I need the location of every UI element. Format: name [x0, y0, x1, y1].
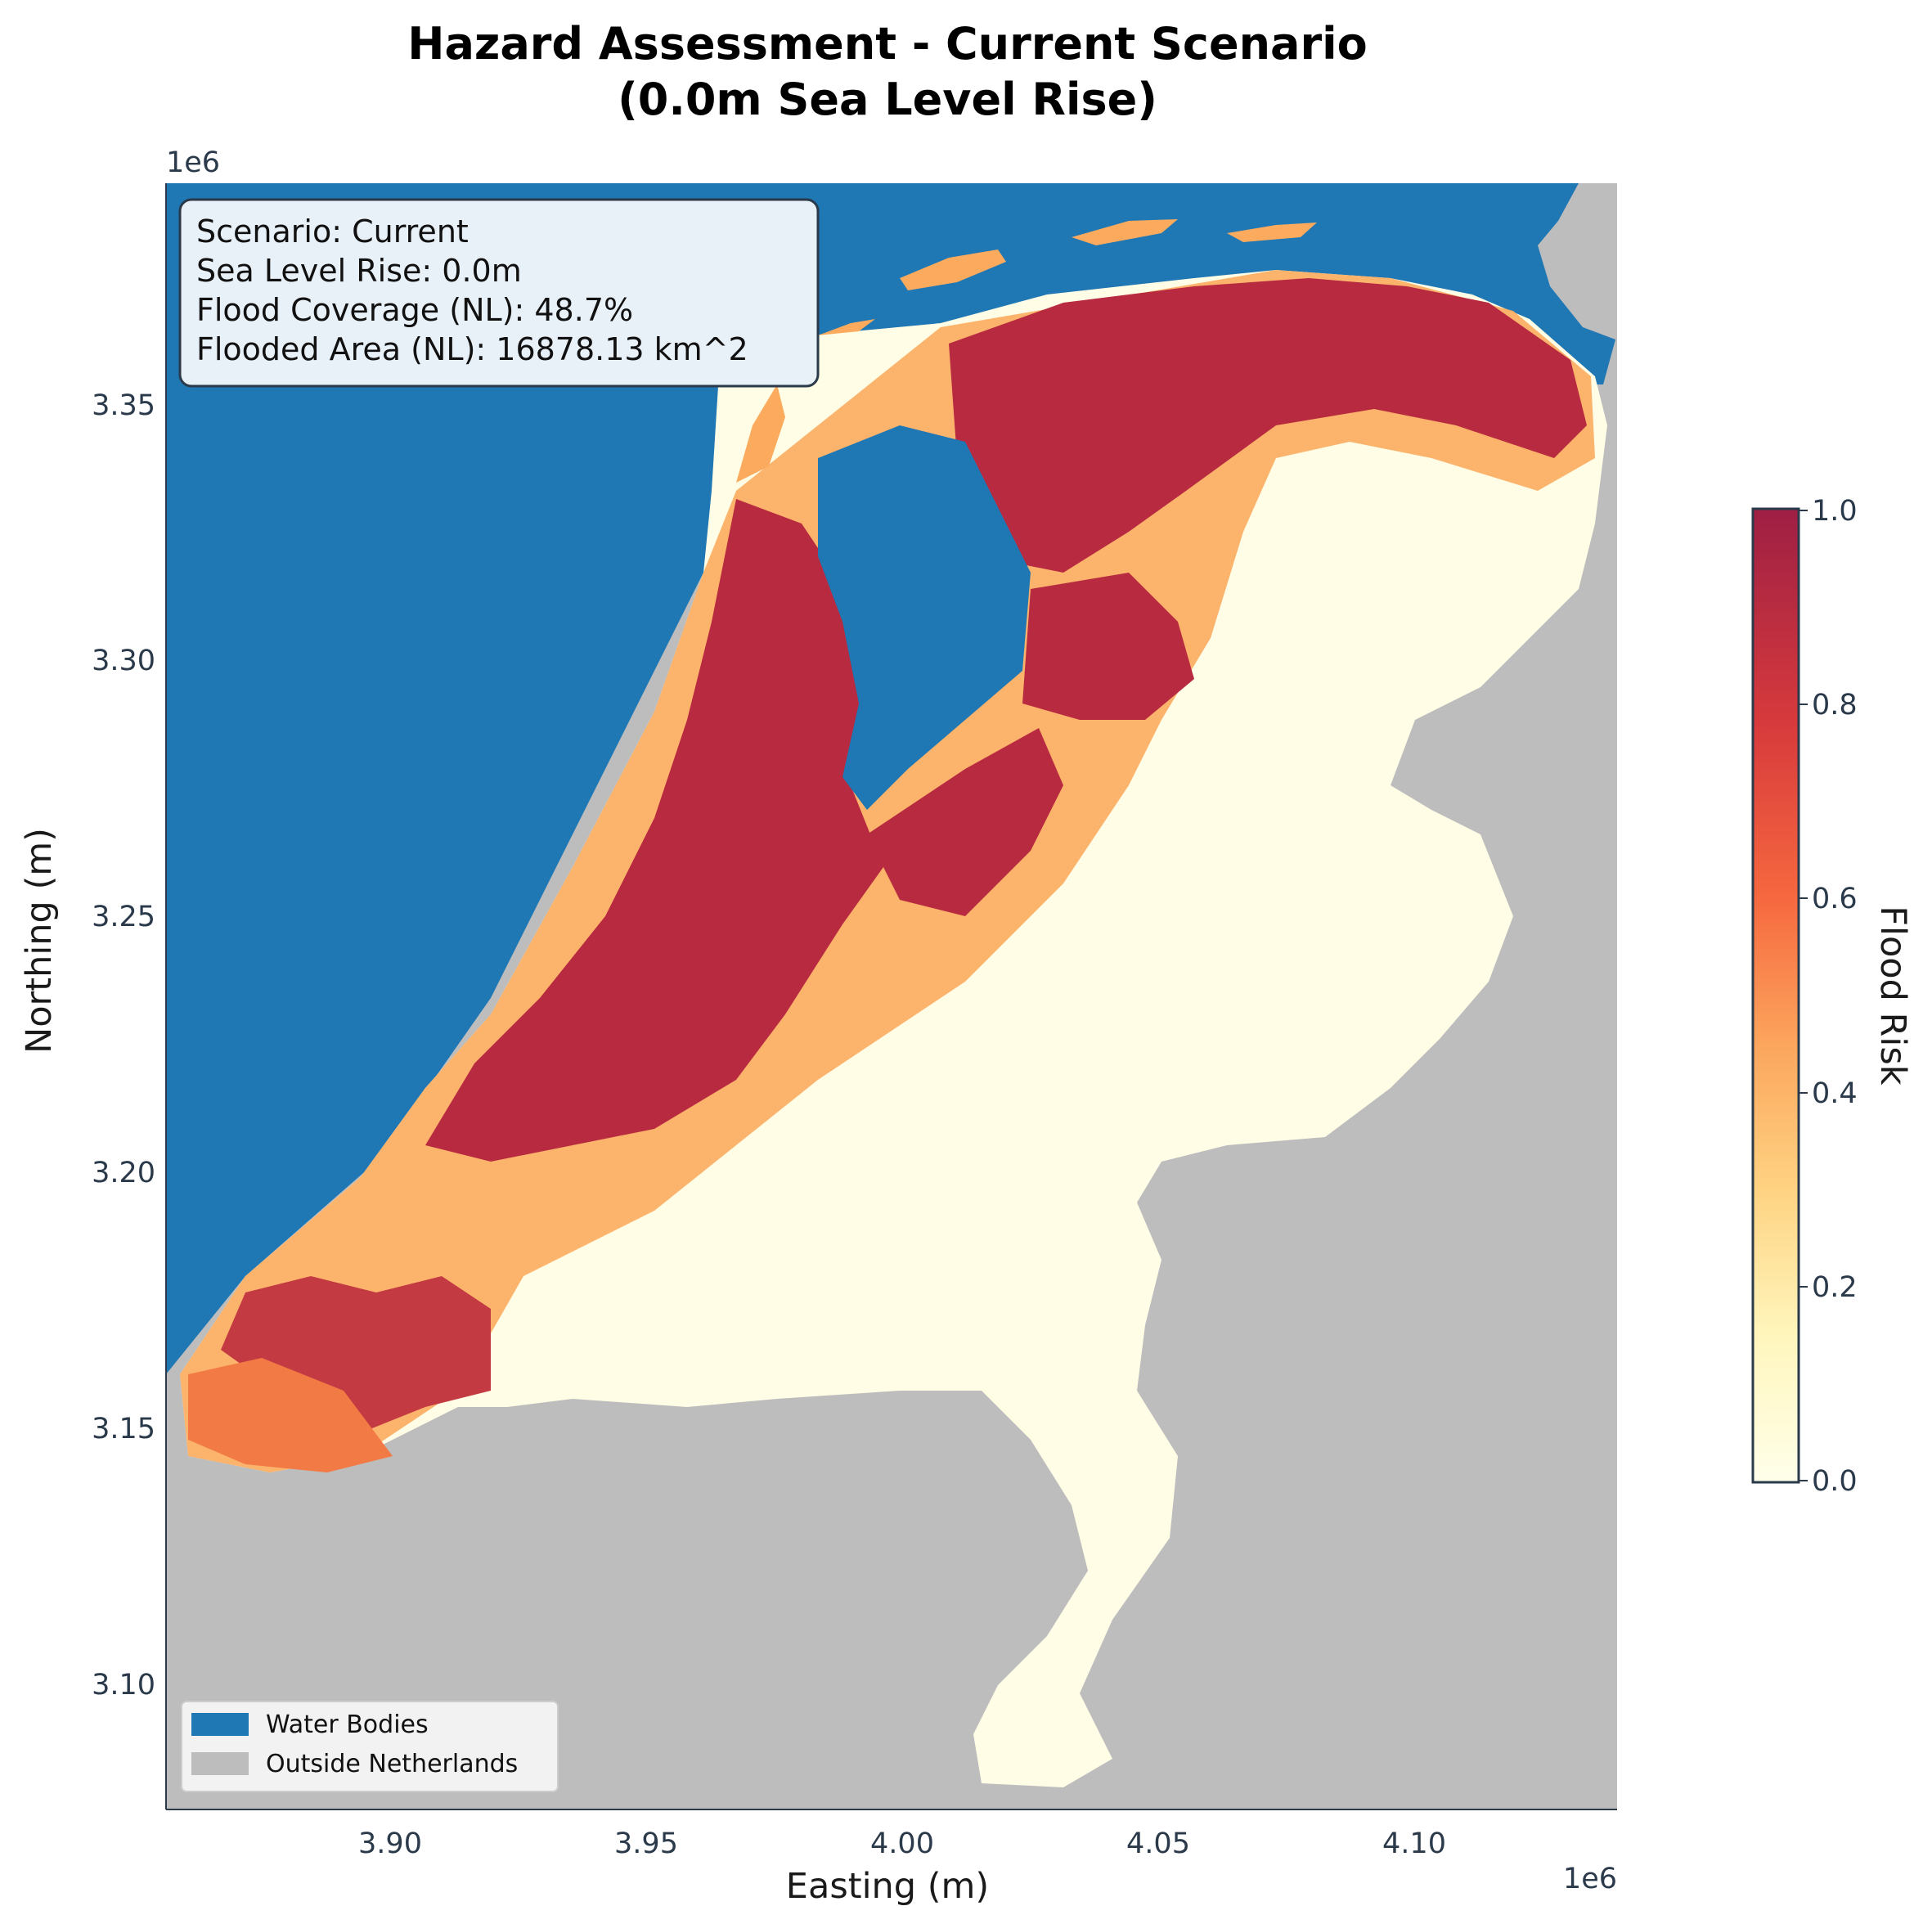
- colorbar-tick: 0.0: [1812, 1465, 1858, 1498]
- legend-swatch-outside: [191, 1752, 249, 1775]
- info-area: Flooded Area (NL): 16878.13 km^2: [196, 331, 748, 367]
- map-area: [166, 183, 1617, 1809]
- x-tick-label: 4.00: [870, 1827, 934, 1860]
- chart-title-line1: Hazard Assessment - Current Scenario: [407, 18, 1367, 70]
- high-risk-north: [949, 278, 1587, 573]
- island-terschelling: [1072, 219, 1178, 245]
- colorbar: 1.0 0.8 0.6 0.4 0.2 0.0 Flood Risk: [1751, 495, 1913, 1498]
- y-tick-label: 3.25: [92, 901, 155, 933]
- info-box-frame: [178, 198, 820, 388]
- colorbar-tick: 0.4: [1812, 1077, 1858, 1110]
- y-tick-label: 3.30: [92, 645, 155, 677]
- y-tick-label: 3.20: [92, 1157, 155, 1189]
- island-texel: [736, 384, 785, 483]
- info-box: Scenario: Current Sea Level Rise: 0.0m F…: [178, 198, 820, 388]
- flevoland-south-risk: [867, 728, 1063, 916]
- colorbar-label: Flood Risk: [1872, 906, 1913, 1085]
- x-axis-ticks: 3.90 3.95 4.00 4.05 4.10: [358, 1827, 1446, 1860]
- y-tick-label: 3.35: [92, 389, 155, 422]
- x-axis-label: Easting (m): [786, 1866, 989, 1907]
- high-risk-holland: [425, 499, 883, 1162]
- sea-water: [166, 183, 1615, 1374]
- colorbar-tick: 0.8: [1812, 689, 1858, 722]
- y-tick-label: 3.15: [92, 1413, 155, 1445]
- zeeland-south-risk: [188, 1358, 393, 1472]
- zeeland-risk: [221, 1276, 491, 1440]
- map-legend: Water Bodies Outside Netherlands: [181, 1701, 559, 1792]
- island-vlieland: [900, 249, 1006, 290]
- legend-frame: [181, 1701, 559, 1792]
- legend-swatch-water: [191, 1713, 249, 1736]
- y-axis-ticks: 3.35 3.30 3.25 3.20 3.15 3.10: [92, 389, 155, 1701]
- colorbar-scale: [1751, 507, 1800, 1484]
- legend-label-outside: Outside Netherlands: [266, 1750, 518, 1778]
- colorbar-tick: 0.2: [1812, 1271, 1858, 1304]
- ijsselmeer-lake: [818, 425, 1031, 810]
- colorbar-tick: 0.6: [1812, 883, 1858, 915]
- flevoland-north-risk: [1022, 573, 1194, 720]
- info-sea-level: Sea Level Rise: 0.0m: [196, 253, 522, 289]
- y-offset-label: 1e6: [166, 146, 220, 179]
- x-tick-label: 4.10: [1382, 1827, 1446, 1860]
- info-scenario: Scenario: Current: [196, 214, 469, 249]
- x-tick-label: 4.05: [1126, 1827, 1190, 1860]
- x-tick-label: 3.90: [358, 1827, 422, 1860]
- legend-label-water: Water Bodies: [266, 1710, 429, 1739]
- info-coverage: Flood Coverage (NL): 48.7%: [196, 292, 633, 328]
- island-small: [818, 319, 875, 335]
- colorbar-tick: 1.0: [1812, 495, 1858, 528]
- chart-title-line2: (0.0m Sea Level Rise): [618, 74, 1157, 125]
- x-offset-label: 1e6: [1563, 1863, 1617, 1895]
- y-axis-label: Northing (m): [19, 828, 60, 1054]
- y-tick-label: 3.10: [92, 1669, 155, 1701]
- island-ameland: [1227, 223, 1317, 242]
- x-tick-label: 3.95: [614, 1827, 678, 1860]
